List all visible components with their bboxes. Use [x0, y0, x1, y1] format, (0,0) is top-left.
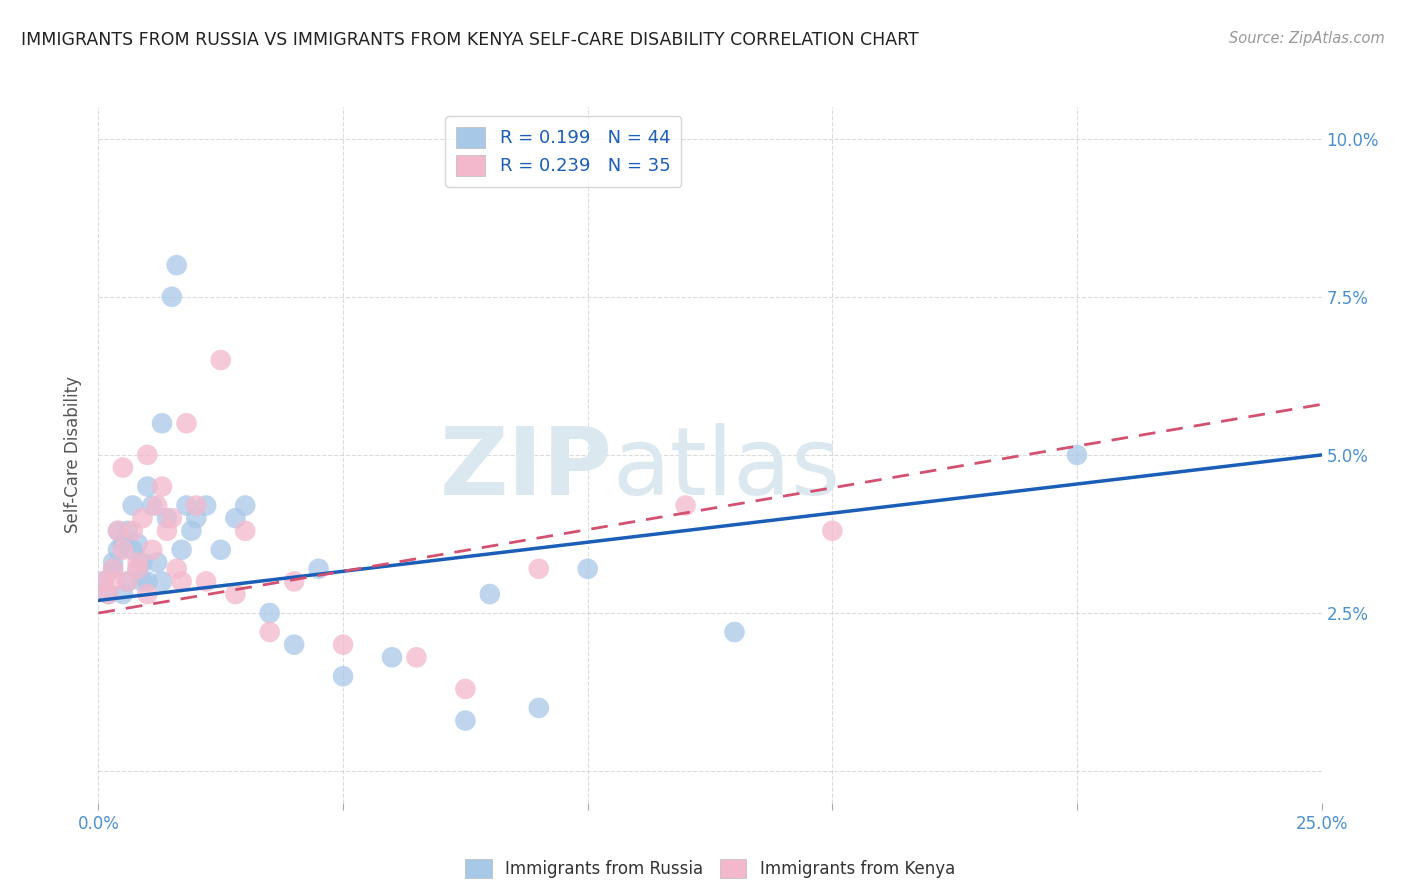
- Point: [131, 511, 153, 525]
- Point: [166, 562, 188, 576]
- Point: [117, 574, 139, 589]
- Point: [209, 542, 232, 557]
- Point: [127, 556, 149, 570]
- Point: [166, 258, 188, 272]
- Point: [127, 562, 149, 576]
- Point: [156, 511, 179, 525]
- Point: [136, 448, 159, 462]
- Point: [111, 587, 134, 601]
- Point: [821, 524, 844, 538]
- Point: [259, 606, 281, 620]
- Point: [478, 587, 501, 601]
- Point: [156, 524, 179, 538]
- Point: [97, 587, 120, 601]
- Point: [91, 574, 114, 589]
- Y-axis label: Self-Care Disability: Self-Care Disability: [65, 376, 83, 533]
- Point: [97, 587, 120, 601]
- Point: [146, 556, 169, 570]
- Point: [121, 499, 143, 513]
- Point: [101, 574, 124, 589]
- Point: [381, 650, 404, 665]
- Point: [111, 536, 134, 550]
- Point: [723, 625, 745, 640]
- Point: [527, 701, 550, 715]
- Point: [195, 574, 218, 589]
- Point: [405, 650, 427, 665]
- Point: [176, 499, 198, 513]
- Point: [117, 524, 139, 538]
- Point: [576, 562, 599, 576]
- Point: [186, 511, 208, 525]
- Point: [332, 638, 354, 652]
- Point: [107, 542, 129, 557]
- Point: [131, 574, 153, 589]
- Text: IMMIGRANTS FROM RUSSIA VS IMMIGRANTS FROM KENYA SELF-CARE DISABILITY CORRELATION: IMMIGRANTS FROM RUSSIA VS IMMIGRANTS FRO…: [21, 31, 920, 49]
- Point: [176, 417, 198, 431]
- Point: [283, 638, 305, 652]
- Point: [146, 499, 169, 513]
- Point: [107, 524, 129, 538]
- Point: [91, 574, 114, 589]
- Point: [527, 562, 550, 576]
- Point: [224, 511, 246, 525]
- Text: ZIP: ZIP: [439, 423, 612, 515]
- Point: [332, 669, 354, 683]
- Point: [160, 511, 183, 525]
- Point: [160, 290, 183, 304]
- Point: [127, 562, 149, 576]
- Point: [259, 625, 281, 640]
- Point: [170, 574, 193, 589]
- Point: [233, 524, 256, 538]
- Point: [233, 499, 256, 513]
- Point: [454, 714, 477, 728]
- Point: [117, 574, 139, 589]
- Point: [136, 587, 159, 601]
- Point: [121, 542, 143, 557]
- Point: [121, 524, 143, 538]
- Point: [150, 574, 173, 589]
- Point: [1066, 448, 1088, 462]
- Point: [101, 562, 124, 576]
- Point: [141, 542, 163, 557]
- Point: [131, 556, 153, 570]
- Point: [111, 542, 134, 557]
- Point: [308, 562, 330, 576]
- Point: [136, 574, 159, 589]
- Point: [107, 524, 129, 538]
- Point: [170, 542, 193, 557]
- Point: [195, 499, 218, 513]
- Point: [283, 574, 305, 589]
- Point: [101, 562, 124, 576]
- Point: [141, 499, 163, 513]
- Point: [224, 587, 246, 601]
- Point: [454, 681, 477, 696]
- Point: [675, 499, 697, 513]
- Point: [136, 479, 159, 493]
- Point: [127, 536, 149, 550]
- Point: [101, 556, 124, 570]
- Text: Source: ZipAtlas.com: Source: ZipAtlas.com: [1229, 31, 1385, 46]
- Point: [186, 499, 208, 513]
- Point: [180, 524, 202, 538]
- Legend: Immigrants from Russia, Immigrants from Kenya: Immigrants from Russia, Immigrants from …: [458, 853, 962, 885]
- Text: atlas: atlas: [612, 423, 841, 515]
- Point: [111, 460, 134, 475]
- Point: [150, 417, 173, 431]
- Point: [150, 479, 173, 493]
- Point: [209, 353, 232, 368]
